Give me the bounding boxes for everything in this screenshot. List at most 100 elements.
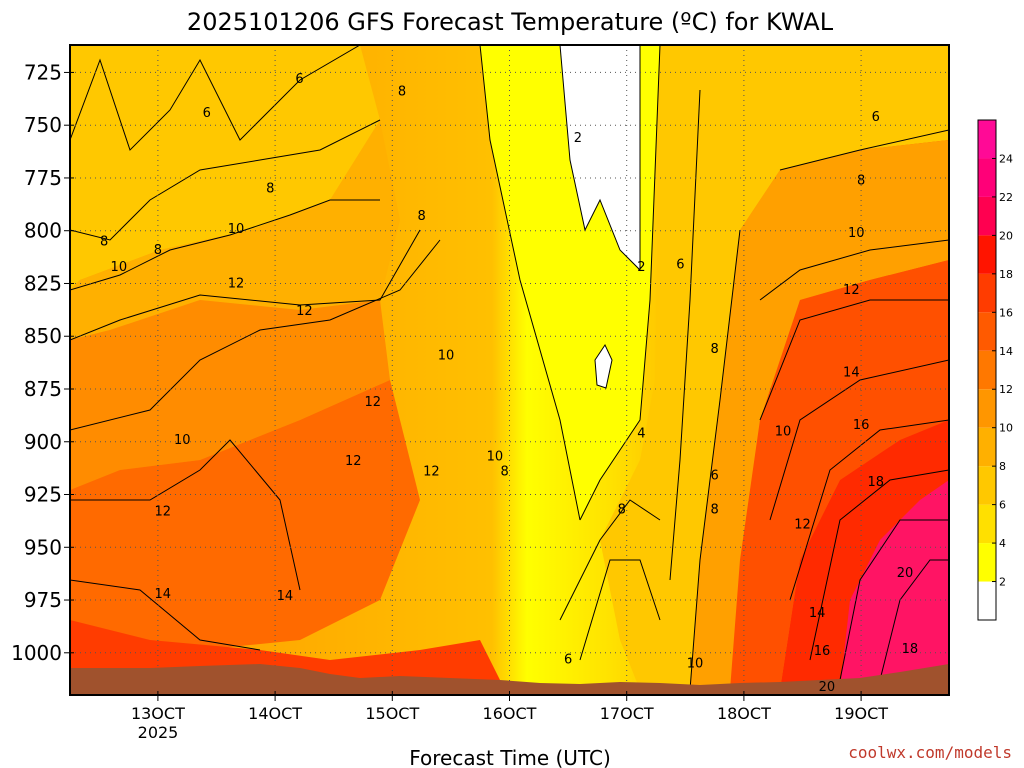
x-axis-label: Forecast Time (UTC) [409,746,611,768]
contour-label: 14 [809,606,826,621]
contour-label: 12 [843,283,860,298]
contour-label: 10 [111,260,128,275]
contour-label: 8 [417,209,425,224]
y-tick-label: 950 [24,535,62,559]
y-tick-label: 775 [24,166,62,190]
band-white-mid [560,45,640,270]
colorbar-swatch [978,466,996,505]
contour-label: 8 [266,182,274,197]
contour-label: 6 [872,110,880,125]
contour-label: 8 [857,173,865,188]
y-tick-label: 825 [24,271,62,295]
contour-label: 10 [228,222,245,237]
band-orange-right [690,140,949,690]
y-tick-label: 725 [24,60,62,84]
x-tick-label: 15OCT [365,704,419,723]
contour-label: 8 [710,503,718,518]
contour-label: 12 [364,395,381,410]
colorbar-label: 14 [999,345,1013,358]
x-axis: 13OCT 14OCT 15OCT 16OCT 17OCT 18OCT 19OCT [131,691,888,723]
contour-label: 12 [228,277,245,292]
band-gold-right [600,45,949,690]
colorbar-swatch [978,273,996,313]
colorbar-swatch [978,196,996,236]
contour-label: 18 [902,642,919,657]
colorbar-swatch [978,158,996,197]
y-tick-label: 750 [24,113,62,137]
band-cold-left [70,45,380,290]
x-tick-label: 14OCT [248,704,302,723]
y-tick-label: 1000 [11,641,62,665]
colorbar-swatch [978,389,996,428]
contour-label: 20 [897,566,914,581]
credit-text: coolwx.com/models [848,743,1012,762]
y-tick-label: 900 [24,430,62,454]
contour-label: 12 [155,505,172,520]
contour-label: 4 [637,427,645,442]
band-red-right [730,260,949,690]
colorbar-label: 20 [999,229,1013,242]
contour-lines [70,45,949,691]
contour-label: 16 [814,644,831,659]
y-axis: 725 750 775 800 825 850 875 900 925 950 975 1000 [11,60,74,665]
colorbar-swatch [978,581,996,620]
contour-label: 10 [848,226,865,241]
chart-title: 2025101206 GFS Forecast Temperature (ºC)… [187,8,834,36]
colorbar-label: 16 [999,306,1013,319]
colorbar-label: 10 [999,422,1013,435]
x-tick-label: 19OCT [834,704,888,723]
y-tick-label: 925 [24,483,62,507]
y-tick-label: 875 [24,377,62,401]
contour-label: 10 [487,450,504,465]
contour-label: 12 [345,454,362,469]
colorbar-swatch [978,120,996,159]
contour-label: 2 [574,131,582,146]
colorbar-frame [977,119,997,621]
colorbar-swatch [978,427,996,467]
contour-label: 12 [423,465,440,480]
y-tick-label: 975 [24,588,62,612]
y-tick-label: 800 [24,219,62,243]
colorbar-swatch [978,312,996,351]
colorbar-swatch [978,543,996,582]
contour-label: 6 [676,258,684,273]
colorbar-swatch [978,504,996,544]
x-tick-label: 17OCT [600,704,654,723]
contour-label: 12 [692,695,709,710]
x-tick-label: 13OCT [131,704,185,723]
contour-label: 14 [843,365,860,380]
contour-label: 6 [564,652,572,667]
contour-label: 2 [637,260,645,275]
colorbar-label: 4 [999,537,1006,550]
contour-label: 14 [277,589,294,604]
colorbar-label: 6 [999,499,1006,512]
y-tick-label: 850 [24,324,62,348]
contour-label: 10 [775,424,792,439]
contour-label: 10 [174,433,191,448]
grid [70,45,949,695]
x-tick-label: 18OCT [717,704,771,723]
x-tick-label: 16OCT [483,704,537,723]
contour-label: 14 [155,587,172,602]
contour-label: 8 [618,503,626,518]
contour-label: 12 [794,517,811,532]
contour-label: 6 [203,106,211,121]
x-axis-sublabel: 2025 [138,723,179,742]
contour-label: 8 [398,85,406,100]
contour-label: 8 [100,234,108,249]
contour-label: 10 [687,657,704,672]
contour-label: 12 [296,304,313,319]
colorbar-label: 22 [999,191,1013,204]
contour-label: 8 [710,342,718,357]
contour-label: 8 [500,465,508,480]
contour-label: 20 [819,680,836,695]
ground-terrain [70,664,949,695]
band-warm-left [70,300,390,490]
band-cool-left [70,120,400,340]
colorbar-label: 2 [999,576,1006,589]
contour-label: 10 [438,348,455,363]
